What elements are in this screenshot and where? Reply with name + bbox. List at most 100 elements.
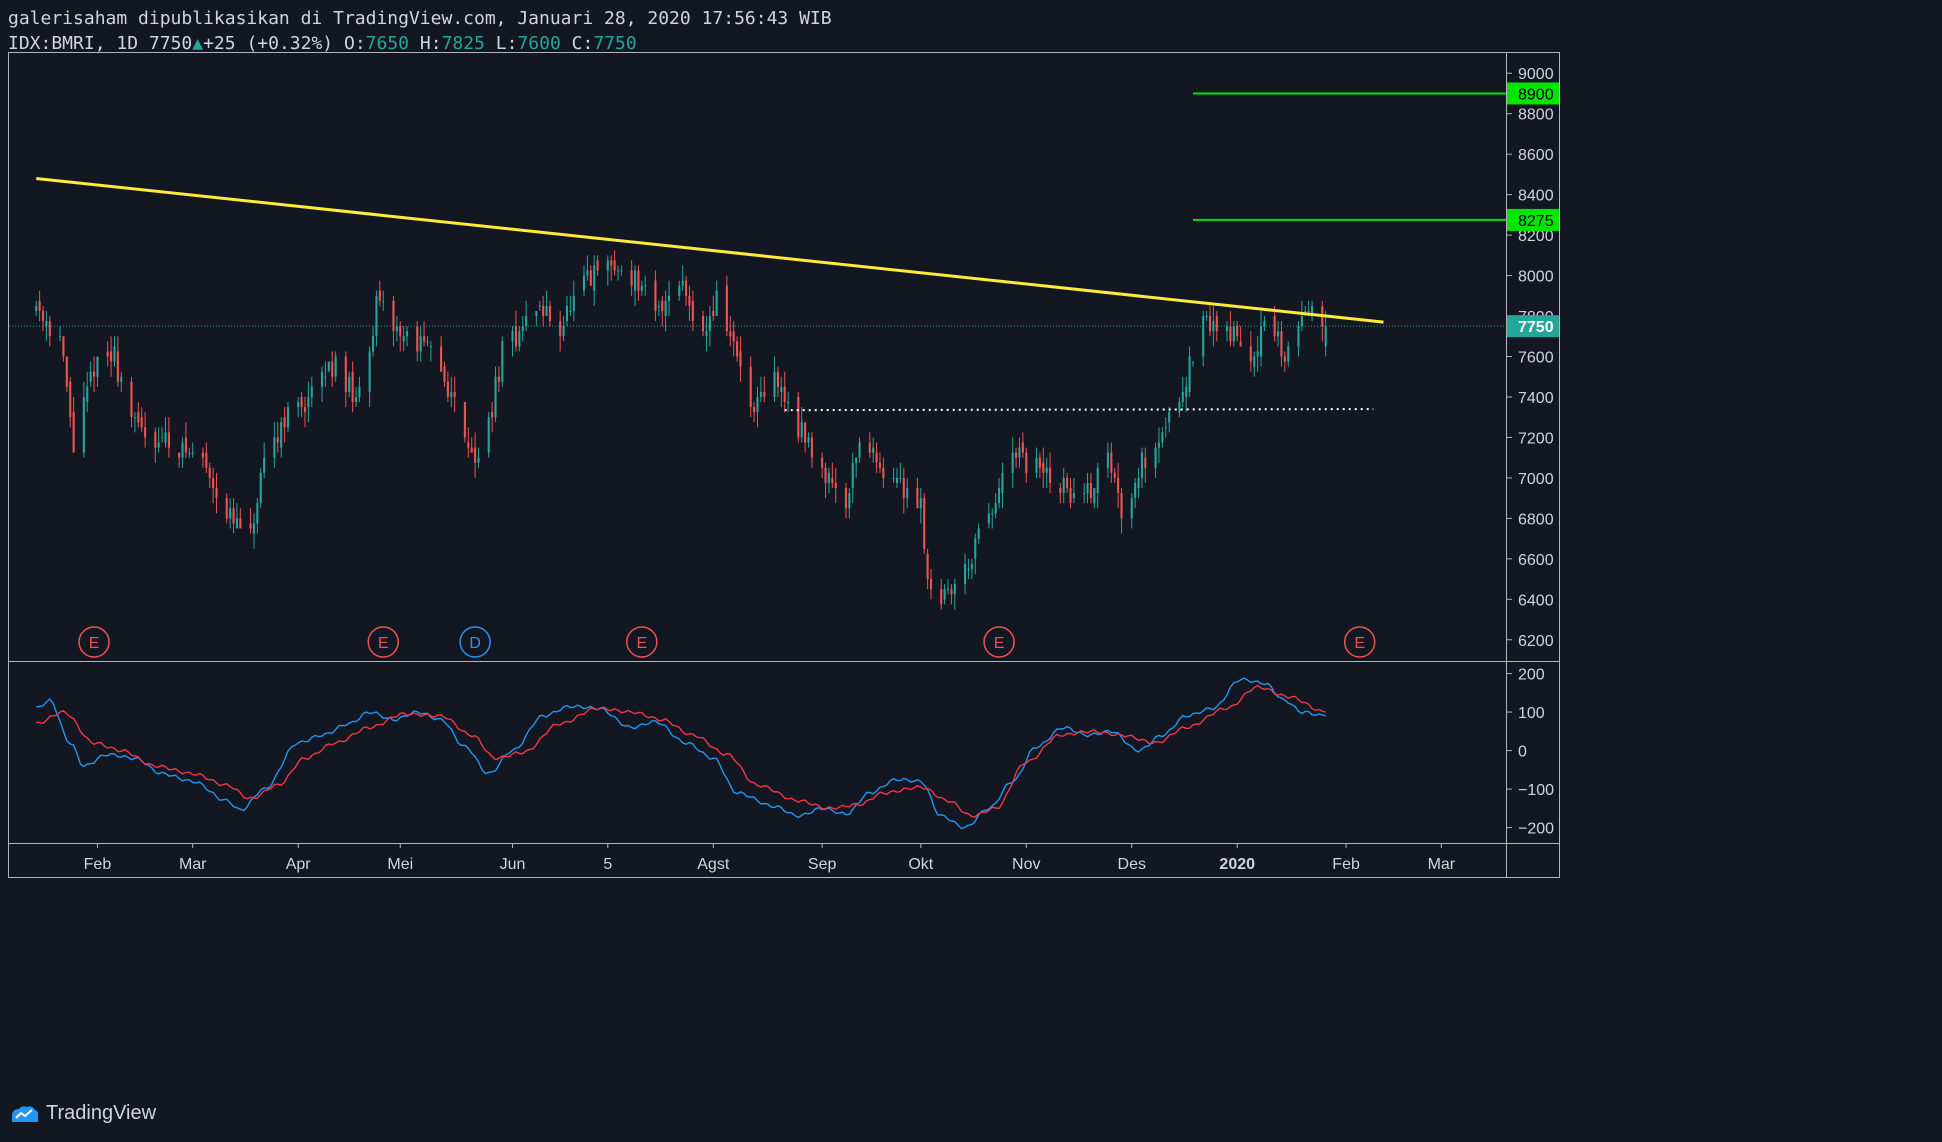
candle[interactable]: [110, 336, 113, 377]
candle[interactable]: [1110, 442, 1113, 483]
candle[interactable]: [1181, 376, 1184, 408]
candle[interactable]: [184, 422, 187, 458]
candle[interactable]: [804, 422, 807, 453]
candle[interactable]: [899, 462, 902, 483]
candle[interactable]: [1191, 361, 1195, 367]
candle[interactable]: [164, 417, 167, 448]
candle[interactable]: [208, 462, 211, 489]
descending-trendline[interactable]: [36, 176, 1384, 324]
candle[interactable]: [154, 427, 157, 463]
candle[interactable]: [93, 356, 96, 392]
candle[interactable]: [827, 467, 831, 494]
candle[interactable]: [821, 452, 824, 478]
candle[interactable]: [1212, 305, 1215, 347]
candle[interactable]: [1025, 447, 1028, 483]
candle[interactable]: [429, 341, 432, 362]
candle[interactable]: [1321, 300, 1324, 342]
candle[interactable]: [1049, 452, 1052, 494]
candle[interactable]: [1287, 341, 1290, 367]
candle[interactable]: [926, 548, 929, 590]
candle[interactable]: [855, 457, 858, 478]
candle[interactable]: [1178, 396, 1181, 418]
candle[interactable]: [1130, 493, 1133, 529]
candle[interactable]: [1168, 407, 1171, 433]
candle[interactable]: [644, 275, 647, 296]
candle[interactable]: [249, 508, 252, 534]
candle[interactable]: [463, 402, 466, 443]
candle[interactable]: [491, 402, 494, 433]
candle[interactable]: [1113, 467, 1116, 483]
candle[interactable]: [542, 295, 545, 327]
candle[interactable]: [1144, 447, 1147, 483]
candle[interactable]: [1086, 472, 1089, 504]
candle[interactable]: [946, 579, 950, 595]
candle[interactable]: [681, 265, 684, 291]
candle[interactable]: [702, 310, 705, 337]
candle[interactable]: [423, 321, 426, 347]
candle[interactable]: [450, 376, 453, 408]
candle[interactable]: [1072, 477, 1075, 504]
candle[interactable]: [1161, 427, 1164, 448]
candle[interactable]: [371, 326, 375, 357]
candle[interactable]: [521, 316, 524, 342]
candle[interactable]: [348, 371, 351, 397]
candle[interactable]: [1164, 417, 1167, 438]
candle[interactable]: [1259, 310, 1263, 367]
candle[interactable]: [732, 321, 735, 357]
candle[interactable]: [848, 488, 851, 519]
candle[interactable]: [1202, 310, 1205, 367]
candle[interactable]: [562, 316, 565, 342]
candle[interactable]: [1253, 351, 1256, 377]
candle[interactable]: [1001, 462, 1004, 509]
candle[interactable]: [1311, 300, 1314, 322]
candle[interactable]: [402, 326, 405, 352]
candle[interactable]: [807, 432, 810, 448]
candle[interactable]: [572, 280, 575, 322]
candle[interactable]: [239, 508, 242, 529]
candle[interactable]: [419, 326, 422, 362]
candle[interactable]: [1276, 321, 1280, 347]
candle[interactable]: [283, 407, 286, 443]
candle[interactable]: [358, 376, 361, 403]
candle[interactable]: [667, 280, 671, 317]
candle[interactable]: [613, 250, 616, 276]
candle[interactable]: [133, 412, 136, 433]
signal-line[interactable]: [36, 684, 1326, 818]
candle[interactable]: [586, 255, 589, 281]
candle[interactable]: [756, 386, 759, 428]
candle[interactable]: [763, 376, 766, 403]
candle[interactable]: [1066, 472, 1069, 494]
candle[interactable]: [725, 275, 728, 337]
candle[interactable]: [1239, 326, 1242, 347]
candle[interactable]: [45, 310, 48, 342]
candle[interactable]: [712, 295, 715, 322]
candle[interactable]: [776, 366, 779, 397]
candle[interactable]: [467, 427, 470, 458]
candle[interactable]: [824, 462, 827, 499]
candle[interactable]: [1059, 482, 1062, 504]
earnings-event-marker[interactable]: E: [626, 626, 658, 658]
support-line[interactable]: [784, 408, 1374, 412]
candle[interactable]: [181, 437, 184, 468]
candle[interactable]: [1154, 442, 1157, 478]
candle[interactable]: [300, 391, 303, 418]
candle[interactable]: [654, 270, 657, 322]
candle[interactable]: [1021, 432, 1024, 458]
candle[interactable]: [178, 452, 181, 468]
candle[interactable]: [715, 280, 718, 317]
candle[interactable]: [201, 447, 204, 468]
candle[interactable]: [331, 351, 334, 387]
earnings-event-marker[interactable]: E: [367, 626, 399, 658]
candle[interactable]: [72, 396, 75, 453]
candle[interactable]: [375, 290, 378, 347]
candle[interactable]: [548, 300, 552, 327]
candle[interactable]: [116, 336, 119, 387]
candle[interactable]: [1225, 321, 1229, 342]
candle[interactable]: [1215, 310, 1218, 342]
candle[interactable]: [140, 407, 143, 433]
candle[interactable]: [977, 523, 980, 544]
candle[interactable]: [82, 381, 85, 458]
candle[interactable]: [144, 412, 147, 448]
candle[interactable]: [89, 361, 92, 387]
candle[interactable]: [800, 407, 803, 443]
